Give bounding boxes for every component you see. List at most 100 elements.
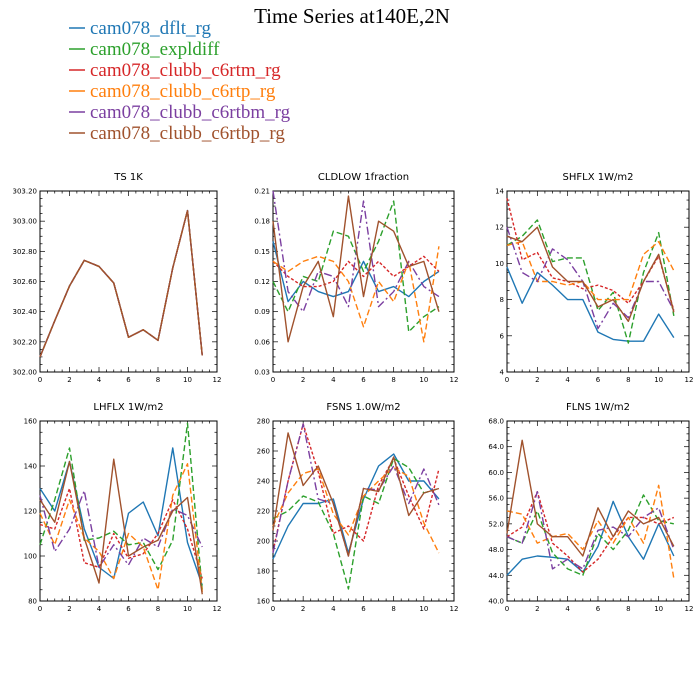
- x-tick-label: 8: [156, 605, 160, 613]
- series-line: [272, 423, 440, 557]
- x-tick-label: 10: [654, 605, 663, 613]
- y-tick-label: 60.0: [488, 469, 504, 477]
- series-line: [39, 458, 203, 595]
- legend-label: cam078_clubb_c6rtbp_rg: [90, 123, 285, 144]
- y-tick-label: 40.0: [488, 598, 504, 606]
- legend-label: cam078_expldiff: [90, 39, 220, 60]
- x-tick-label: 12: [685, 605, 694, 613]
- y-tick-label: 303.00: [13, 218, 38, 226]
- legend-label: cam078_clubb_c6rtm_rg: [90, 60, 281, 81]
- series-line: [39, 209, 203, 358]
- x-tick-label: 0: [271, 605, 275, 613]
- y-tick-label: 6: [500, 332, 505, 340]
- y-tick-label: 80: [28, 598, 37, 606]
- x-tick-label: 8: [156, 376, 160, 384]
- y-tick-label: 200: [257, 538, 270, 546]
- x-tick-label: 0: [505, 605, 509, 613]
- panel: FSNS 1.0W/m2 0 2 4 6 8 10 12 160 180 200 220 240 260 2…: [257, 402, 459, 613]
- legend-entry: cam078_clubb_c6rtm_rg: [69, 60, 281, 81]
- series-line: [506, 439, 675, 557]
- y-tick-label: 100: [24, 553, 37, 561]
- y-tick-label: 160: [24, 418, 37, 426]
- x-tick-label: 10: [654, 376, 663, 384]
- panels: TS 1K 0 2 4 6 8 10 12 302.00 302.20 302.40 302.60 30…: [13, 172, 694, 613]
- panel: FLNS 1W/m2 0 2 4 6 8 10 12 40.0 44.0 48.0 52.0 56.0 6…: [488, 402, 693, 613]
- y-tick-label: 302.60: [13, 278, 38, 286]
- series-line: [272, 246, 440, 343]
- legend-entry: cam078_clubb_c6rtbm_rg: [69, 102, 291, 123]
- y-tick-label: 180: [257, 568, 270, 576]
- y-tick-label: 0.09: [254, 308, 270, 316]
- series-line: [506, 484, 675, 579]
- y-tick-label: 10: [495, 260, 504, 268]
- series-line: [506, 240, 675, 301]
- x-tick-label: 8: [626, 605, 630, 613]
- panel: LHFLX 1W/m2 0 2 4 6 8 10 12 80 100 120 140 160: [24, 402, 222, 613]
- series-line: [272, 195, 440, 343]
- y-tick-label: 0.18: [254, 218, 270, 226]
- x-tick-label: 4: [331, 376, 336, 384]
- legend-label: cam078_dflt_rg: [90, 18, 212, 39]
- legend-entry: cam078_clubb_c6rtp_rg: [69, 81, 276, 102]
- x-tick-label: 4: [565, 605, 570, 613]
- series-line: [272, 423, 440, 552]
- y-tick-label: 302.80: [13, 248, 38, 256]
- y-tick-label: 302.20: [13, 338, 38, 346]
- y-tick-label: 260: [257, 448, 270, 456]
- x-tick-label: 2: [535, 605, 539, 613]
- x-tick-label: 8: [391, 376, 395, 384]
- series-line: [506, 494, 674, 576]
- x-tick-label: 4: [565, 376, 570, 384]
- legend-entry: cam078_clubb_c6rtbp_rg: [69, 123, 285, 144]
- x-tick-label: 12: [450, 376, 459, 384]
- x-tick-label: 12: [685, 376, 694, 384]
- x-tick-label: 12: [213, 376, 222, 384]
- y-tick-label: 56.0: [488, 495, 504, 503]
- y-tick-label: 0.15: [254, 248, 270, 256]
- figure-title: Time Series at140E,2N: [254, 4, 450, 28]
- y-tick-label: 48.0: [488, 546, 504, 554]
- panel: TS 1K 0 2 4 6 8 10 12 302.00 302.20 302.40 302.60 30…: [13, 172, 222, 384]
- panel-title: FSNS 1.0W/m2: [326, 402, 400, 413]
- y-tick-label: 302.00: [13, 369, 38, 377]
- y-tick-label: 52.0: [488, 520, 504, 528]
- panel: CLDLOW 1fraction 0 2 4 6 8 10 12 0.03 0.06 0.09 0.1…: [254, 172, 458, 384]
- x-tick-label: 4: [97, 376, 102, 384]
- y-tick-label: 8: [500, 296, 504, 304]
- legend-entry: cam078_dflt_rg: [69, 18, 212, 39]
- x-tick-label: 2: [67, 605, 71, 613]
- series-line: [506, 266, 675, 342]
- y-tick-label: 0.03: [254, 369, 270, 377]
- x-tick-label: 8: [626, 376, 630, 384]
- legend: cam078_dflt_rgcam078_expldiffcam078_club…: [69, 18, 291, 144]
- series-line: [506, 491, 675, 573]
- legend-label: cam078_clubb_c6rtp_rg: [90, 81, 276, 102]
- x-tick-label: 0: [271, 376, 275, 384]
- y-tick-label: 44.0: [488, 572, 504, 580]
- series-line: [506, 500, 675, 576]
- x-tick-label: 2: [301, 376, 305, 384]
- x-tick-label: 2: [535, 376, 539, 384]
- x-tick-label: 8: [391, 605, 395, 613]
- y-tick-label: 303.20: [13, 188, 38, 196]
- series-line: [506, 226, 675, 323]
- x-tick-label: 6: [596, 376, 601, 384]
- legend-label: cam078_clubb_c6rtbm_rg: [90, 102, 291, 123]
- panel-title: CLDLOW 1fraction: [318, 172, 409, 183]
- x-tick-label: 10: [419, 605, 428, 613]
- panel-title: FLNS 1W/m2: [566, 402, 630, 413]
- y-tick-label: 0.21: [254, 188, 270, 196]
- x-tick-label: 6: [126, 605, 131, 613]
- x-tick-label: 0: [505, 376, 509, 384]
- x-tick-label: 6: [596, 605, 601, 613]
- x-tick-label: 6: [361, 376, 366, 384]
- y-tick-label: 64.0: [488, 443, 504, 451]
- x-tick-label: 12: [450, 605, 459, 613]
- x-tick-label: 4: [331, 605, 336, 613]
- x-tick-label: 0: [38, 605, 42, 613]
- y-tick-label: 160: [257, 598, 270, 606]
- legend-entry: cam078_expldiff: [69, 39, 220, 60]
- series-line: [272, 453, 440, 560]
- series-line: [39, 422, 203, 590]
